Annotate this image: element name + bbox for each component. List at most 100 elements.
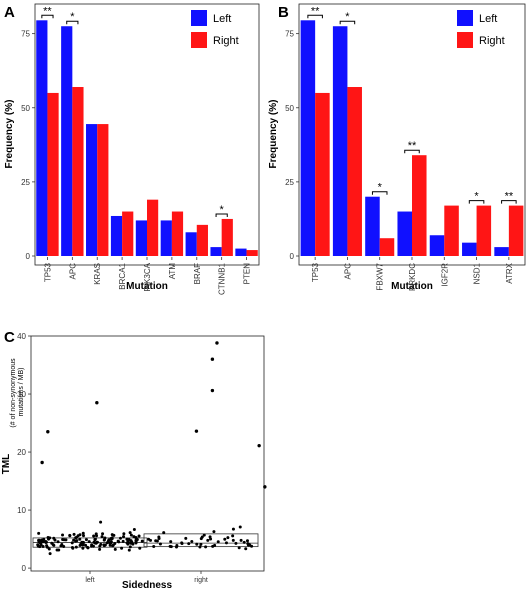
panel-c-point-right	[187, 542, 191, 546]
panel-b-sig-label-atrx: **	[505, 191, 514, 203]
panel-a-bar-left-kras	[86, 124, 98, 256]
panel-c-ytick-label-30: 30	[17, 390, 26, 399]
panel-a-sig-label-apc: *	[70, 11, 75, 23]
panel-c-point-right	[250, 544, 254, 548]
panel-c-point-left	[113, 547, 117, 551]
panel-c-point-right	[206, 538, 210, 542]
panel-c-point-left	[72, 538, 76, 542]
panel-c-point-left	[61, 533, 65, 537]
panel-c-point-left	[109, 537, 113, 541]
panel-c-point-left	[113, 542, 117, 546]
panel-b-bar-left-nsd1	[462, 242, 477, 256]
panel-c-point-left	[100, 535, 104, 539]
panel-b-bar-left-apc	[332, 26, 348, 257]
panel-c-point-left	[101, 532, 105, 536]
panel-a-legend-swatch-right	[191, 32, 207, 48]
panel-c-point-left	[140, 539, 144, 543]
panel-c-point-right	[158, 542, 162, 546]
panel-a-ylabel: Frequency (%)	[4, 100, 15, 169]
panel-c-point-right	[200, 535, 204, 539]
panel-c-point-left	[70, 541, 74, 545]
panel-c-point-left	[39, 540, 43, 544]
panel-b-xtick-label-igf2r: IGF2R	[440, 263, 449, 287]
panel-c-point-left	[59, 544, 63, 548]
panel-c-point-right	[239, 538, 243, 542]
panel-a-sig-label-ctnnb1: *	[220, 204, 225, 216]
panel-a-xtick-label-atm: ATM	[168, 263, 177, 280]
panel-a-bar-left-brca1	[110, 215, 123, 256]
panel-b-legend-label-left: Left	[479, 13, 497, 25]
panel-c-point-left	[44, 541, 48, 545]
panel-c-outlier-right-8	[263, 485, 267, 489]
panel-c-outlier-right-6	[194, 429, 199, 433]
panel-c-outlier-left-2	[40, 460, 44, 465]
panel-b-bar-right-atrx	[508, 205, 524, 256]
panel-c-point-left	[95, 540, 99, 544]
panel-c-point-right	[231, 527, 235, 531]
panel-c-letter: C	[4, 329, 15, 346]
panel-c-point-left	[128, 531, 132, 535]
panel-c-ytick-label-40: 40	[17, 332, 26, 341]
panel-b-letter: B	[278, 4, 289, 21]
panel-b-xtick-label-atrx: ATRX	[505, 262, 514, 283]
panel-c-point-left	[122, 532, 126, 536]
panel-a-xtick-label-pik3ca: PIK3CA	[143, 262, 152, 291]
panel-a-xtick-label-kras: KRAS	[93, 263, 102, 285]
panel-b-bar-right-nsd1	[476, 205, 492, 256]
panel-c-point-right	[180, 541, 184, 545]
panel-c-point-left	[78, 537, 82, 541]
panel-a-bar-left-atm	[160, 220, 172, 256]
panel-c-point-left	[134, 535, 138, 539]
panel-a-bar-left-pten	[235, 248, 247, 256]
panel-a-ytick-label-25: 25	[21, 178, 30, 187]
panel-a-bar-left-ctnnb1	[210, 247, 222, 256]
panel-c-ylabel: TML	[1, 454, 12, 475]
panel-c-point-right	[223, 537, 227, 541]
panel-a-legend-label-left: Left	[213, 13, 231, 25]
panel-b-sig-bracket-fbxw7	[371, 191, 388, 195]
panel-b-sig-bracket-apc	[339, 20, 356, 25]
panel-c-point-right	[234, 541, 238, 545]
panel-a-bar-right-brca1	[122, 211, 134, 256]
panel-c-point-left	[129, 533, 133, 537]
panel-c-point-left	[125, 541, 129, 545]
panel-c-point-right	[149, 538, 153, 542]
panel-c-point-left	[81, 546, 85, 550]
panel-c-point-left	[62, 544, 66, 548]
panel-c-frame	[30, 335, 265, 572]
panel-c-point-left	[82, 534, 86, 538]
panel-b-bar-right-tp53	[315, 92, 330, 256]
panel-c-outlier-right-4	[210, 357, 215, 361]
panel-b-sig-label-nsd1: *	[474, 191, 479, 203]
panel-c-point-right	[224, 541, 228, 545]
panel-c-point-left	[74, 545, 78, 549]
panel-c-point-left	[48, 552, 52, 556]
panel-c-point-left	[56, 540, 60, 544]
panel-a-bar-right-kras	[97, 124, 109, 256]
panel-c-point-left	[37, 539, 41, 543]
panel-c-xtick-label-right: right	[194, 577, 208, 584]
panel-b-xlabel: Mutation	[391, 281, 433, 292]
panel-c-point-left	[105, 541, 109, 545]
panel-c-point-right	[169, 540, 173, 544]
panel-c-point-right	[216, 540, 220, 544]
panel-c-point-right	[237, 546, 241, 550]
panel-a-ytick-label-50: 50	[21, 104, 30, 113]
panel-b-legend-swatch-left	[457, 10, 473, 26]
panel-b-sig-bracket-tp53	[307, 14, 323, 19]
panel-a-xtick-label-apc: APC	[68, 263, 77, 280]
panel-b-sig-label-prkdc: **	[408, 140, 417, 152]
panel-b-bar-right-igf2r	[444, 205, 459, 256]
panel-a-sig-bracket-apc	[66, 20, 79, 25]
panel-b-sig-label-fbxw7: *	[378, 182, 383, 194]
panel-b-bar-left-fbxw7	[365, 196, 380, 256]
panel-c-point-left	[84, 543, 88, 547]
panel-c-point-left	[121, 539, 125, 543]
panel-c-point-left	[78, 543, 82, 547]
panel-b-ytick-label-75: 75	[285, 30, 294, 39]
panel-a-xtick-label-tp53: TP53	[43, 262, 52, 282]
panel-c-point-left	[76, 534, 80, 538]
panel-c-point-left	[110, 533, 114, 537]
panel-a-sig-label-tp53: **	[43, 5, 52, 17]
